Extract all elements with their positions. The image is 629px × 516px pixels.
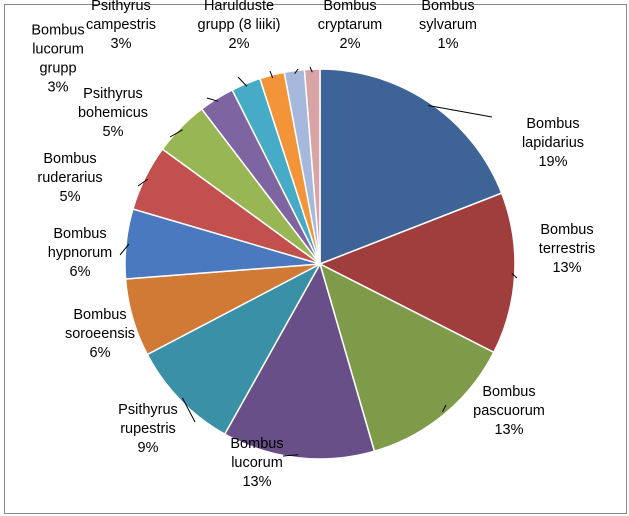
data-label-name: lucorum [32, 42, 84, 58]
data-label-name: bohemicus [78, 105, 148, 121]
data-label: Bombus cryptarum 2% [318, 0, 382, 52]
data-label-percent: 6% [70, 264, 91, 280]
data-label: Bombus hypnorum 6% [48, 226, 112, 280]
data-label-name: lucorum [231, 455, 283, 471]
data-label-name: Bombus [482, 384, 535, 400]
data-label-name: rupestris [120, 421, 176, 437]
data-label-name: Bombus [540, 222, 593, 238]
leader-line [294, 68, 299, 74]
data-label-name: Psithyrus [91, 0, 151, 14]
data-label-name: grupp [39, 61, 76, 77]
data-label-name: Bombus [421, 0, 474, 14]
pie-slice [223, 262, 376, 460]
data-label-name: soroeensis [65, 326, 135, 342]
leader-line [428, 105, 493, 118]
pie-slice [303, 68, 321, 265]
data-label-percent: 13% [494, 422, 523, 438]
data-label: Psithyrus bohemicus 5% [78, 86, 148, 140]
data-label-percent: 5% [103, 124, 124, 140]
data-label: Bombus ruderarius 5% [37, 151, 102, 205]
pie-slice [319, 68, 503, 266]
data-label: Bombus lapidarius 19% [522, 116, 584, 170]
data-label-name: Psithyrus [118, 402, 178, 418]
data-label-name: Bombus [526, 116, 579, 132]
data-label-name: campestris [86, 17, 156, 33]
data-label-name: hypnorum [48, 245, 112, 261]
data-label: Psithyrus rupestris 9% [118, 402, 178, 456]
data-label-name: lapidarius [522, 135, 584, 151]
pie-slice [318, 262, 495, 453]
data-label-name: Bombus [31, 23, 84, 39]
leader-line [206, 97, 219, 102]
data-label-percent: 13% [242, 474, 271, 490]
data-label: Bombus pascuorum 13% [473, 384, 545, 438]
data-label: Bombus soroeensis 6% [65, 307, 135, 361]
data-label-name: Bombus [43, 151, 96, 167]
data-label-name: Bombus [230, 436, 283, 452]
leader-line [119, 243, 130, 256]
data-label-percent: 3% [48, 80, 69, 96]
leader-line [309, 66, 313, 73]
data-label-name: Bombus [53, 226, 106, 242]
data-label-percent: 19% [538, 154, 567, 170]
data-label-name: grupp (8 liiki) [198, 17, 281, 33]
data-label-percent: 3% [111, 36, 132, 52]
pie-slice [318, 192, 516, 354]
leader-line [237, 76, 248, 87]
data-label: Bombus lucorum 13% [230, 436, 283, 490]
pie-slice [146, 262, 322, 436]
leader-line [511, 273, 518, 279]
data-label-name: terrestris [539, 241, 595, 257]
data-label-name: Psithyrus [83, 86, 143, 102]
data-label: Bombus lucorum grupp 3% [31, 23, 84, 96]
data-label-percent: 9% [138, 440, 159, 456]
data-label: Bombus sylvarum 1% [419, 0, 477, 52]
leader-line [442, 404, 447, 413]
data-label-name: Harulduste [204, 0, 274, 14]
data-label-percent: 5% [60, 189, 81, 205]
data-label-percent: 2% [340, 36, 361, 52]
data-label-name: ruderarius [37, 170, 102, 186]
data-label: Harulduste grupp (8 liiki) 2% [198, 0, 281, 52]
leader-line [181, 397, 196, 423]
data-label-name: pascuorum [473, 403, 545, 419]
data-label: Bombus terrestris 13% [539, 222, 595, 276]
leader-line [137, 178, 149, 187]
leader-line [169, 129, 184, 138]
data-label-percent: 1% [438, 36, 459, 52]
data-label-name: Bombus [323, 0, 376, 14]
data-label-name: Bombus [73, 307, 126, 323]
data-label-percent: 2% [229, 36, 250, 52]
data-label-name: cryptarum [318, 17, 382, 33]
data-label-name: sylvarum [419, 17, 477, 33]
leader-line [269, 70, 274, 79]
data-label: Psithyrus campestris 3% [86, 0, 156, 52]
data-label-percent: 13% [552, 260, 581, 276]
data-label-percent: 6% [90, 345, 111, 361]
leader-line [282, 454, 299, 457]
